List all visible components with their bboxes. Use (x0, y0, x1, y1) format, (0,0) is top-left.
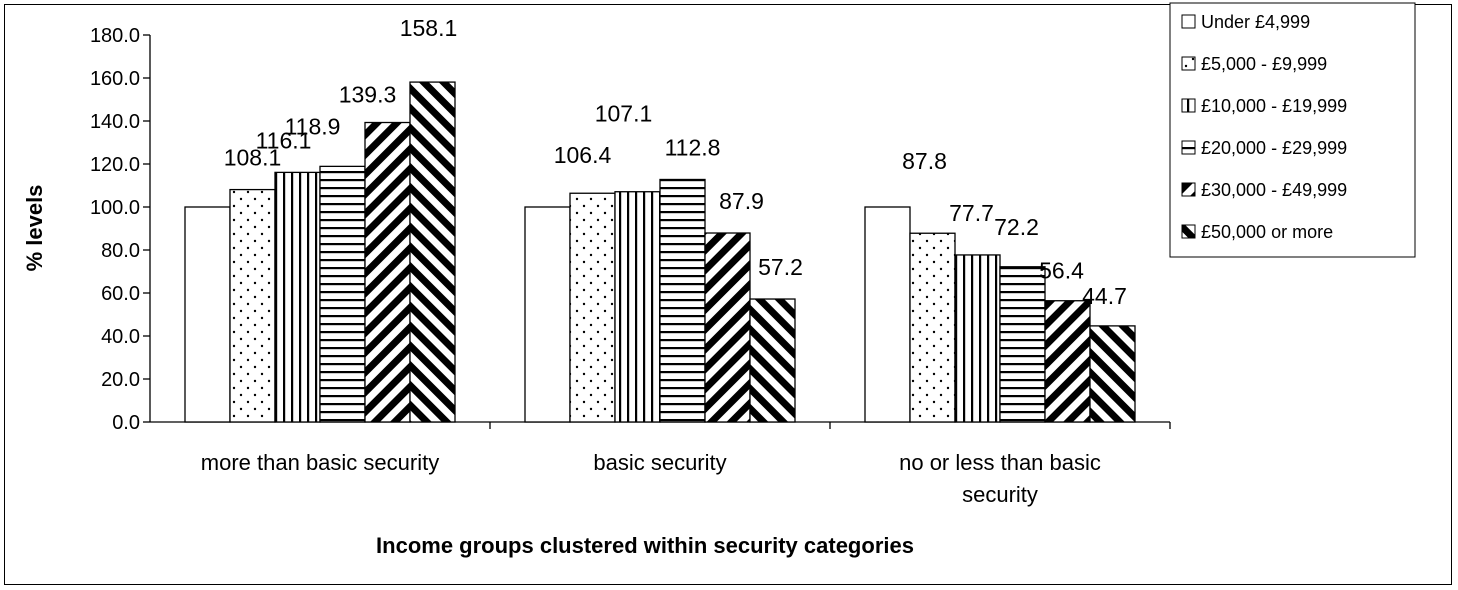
data-label: 139.3 (339, 82, 397, 108)
data-label: 112.8 (665, 134, 721, 160)
data-label: 118.9 (285, 113, 341, 139)
y-axis-ticks: 0.0 20.0 40.0 60.0 80.0 100.0 120.0 140.0 160.0 1… (90, 25, 1171, 434)
bar (1044, 300, 1091, 423)
legend-swatch (1181, 98, 1196, 113)
bar (999, 266, 1046, 423)
legend: Under £4,999 £5,000 - £9,999 £10,000 - £19… (1169, 2, 1416, 258)
y-tick-label: 80.0 (101, 240, 140, 262)
legend-label: Under £4,999 (1201, 12, 1310, 32)
y-tick-label: 160.0 (90, 68, 140, 90)
y-tick-label: 20.0 (101, 369, 140, 391)
y-tick-label: 120.0 (90, 154, 140, 176)
category-labels: more than basic security basic security no… (201, 450, 1101, 507)
bar (229, 188, 276, 423)
bar (704, 232, 751, 423)
data-label: 44.7 (1082, 283, 1127, 309)
bar (274, 171, 321, 423)
bar (749, 298, 796, 423)
legend-label: £30,000 - £49,999 (1201, 180, 1347, 200)
legend-label: £20,000 - £29,999 (1201, 138, 1347, 158)
data-label: 87.9 (719, 188, 764, 214)
legend-swatch (1181, 14, 1196, 29)
data-label: 158.1 (400, 15, 458, 41)
data-label: 87.8 (902, 148, 947, 174)
bar (659, 178, 706, 423)
y-tick-label: 40.0 (101, 326, 140, 348)
bar (954, 254, 1001, 423)
legend-swatch (1181, 224, 1196, 239)
legend-label: £50,000 or more (1201, 222, 1333, 242)
bar (614, 191, 661, 423)
legend-label: £10,000 - £19,999 (1201, 96, 1347, 116)
bars (184, 81, 1136, 423)
legend-box (1169, 2, 1416, 258)
legend-label: £5,000 - £9,999 (1201, 54, 1327, 74)
bar (319, 165, 366, 423)
data-label: 108.1 (224, 145, 282, 171)
data-label: 116.1 (256, 127, 312, 153)
data-label: 107.1 (595, 101, 653, 127)
data-label: 56.4 (1039, 258, 1084, 284)
bar (364, 121, 411, 423)
legend-swatch (1181, 182, 1196, 197)
y-tick-label: 100.0 (90, 197, 140, 219)
y-axis-title: % levels (22, 185, 47, 272)
bar (184, 206, 231, 423)
data-label: 77.7 (949, 200, 994, 226)
x-axis-title: Income groups clustered within security … (376, 533, 914, 558)
data-label: 57.2 (758, 254, 803, 280)
y-tick-label: 0.0 (112, 412, 140, 434)
category-label: basic security (593, 450, 726, 475)
bar (569, 192, 616, 423)
y-tick-label: 140.0 (90, 111, 140, 133)
legend-swatch (1181, 140, 1196, 155)
category-label: no or less than basic (899, 450, 1101, 475)
category-label: security (962, 482, 1038, 507)
data-label: 106.4 (554, 142, 612, 168)
y-tick-label: 180.0 (90, 25, 140, 47)
legend-swatch (1181, 56, 1196, 71)
bar (409, 81, 456, 423)
data-labels: 108.1 106.4 87.8 116.1 107.1 77.7 118.9 112.8 72… (224, 15, 1127, 309)
y-tick-label: 60.0 (101, 283, 140, 305)
data-label: 72.2 (994, 214, 1039, 240)
bar (909, 232, 956, 423)
bar (864, 206, 911, 423)
bar (524, 206, 571, 423)
bar (1089, 325, 1136, 423)
category-label: more than basic security (201, 450, 439, 475)
